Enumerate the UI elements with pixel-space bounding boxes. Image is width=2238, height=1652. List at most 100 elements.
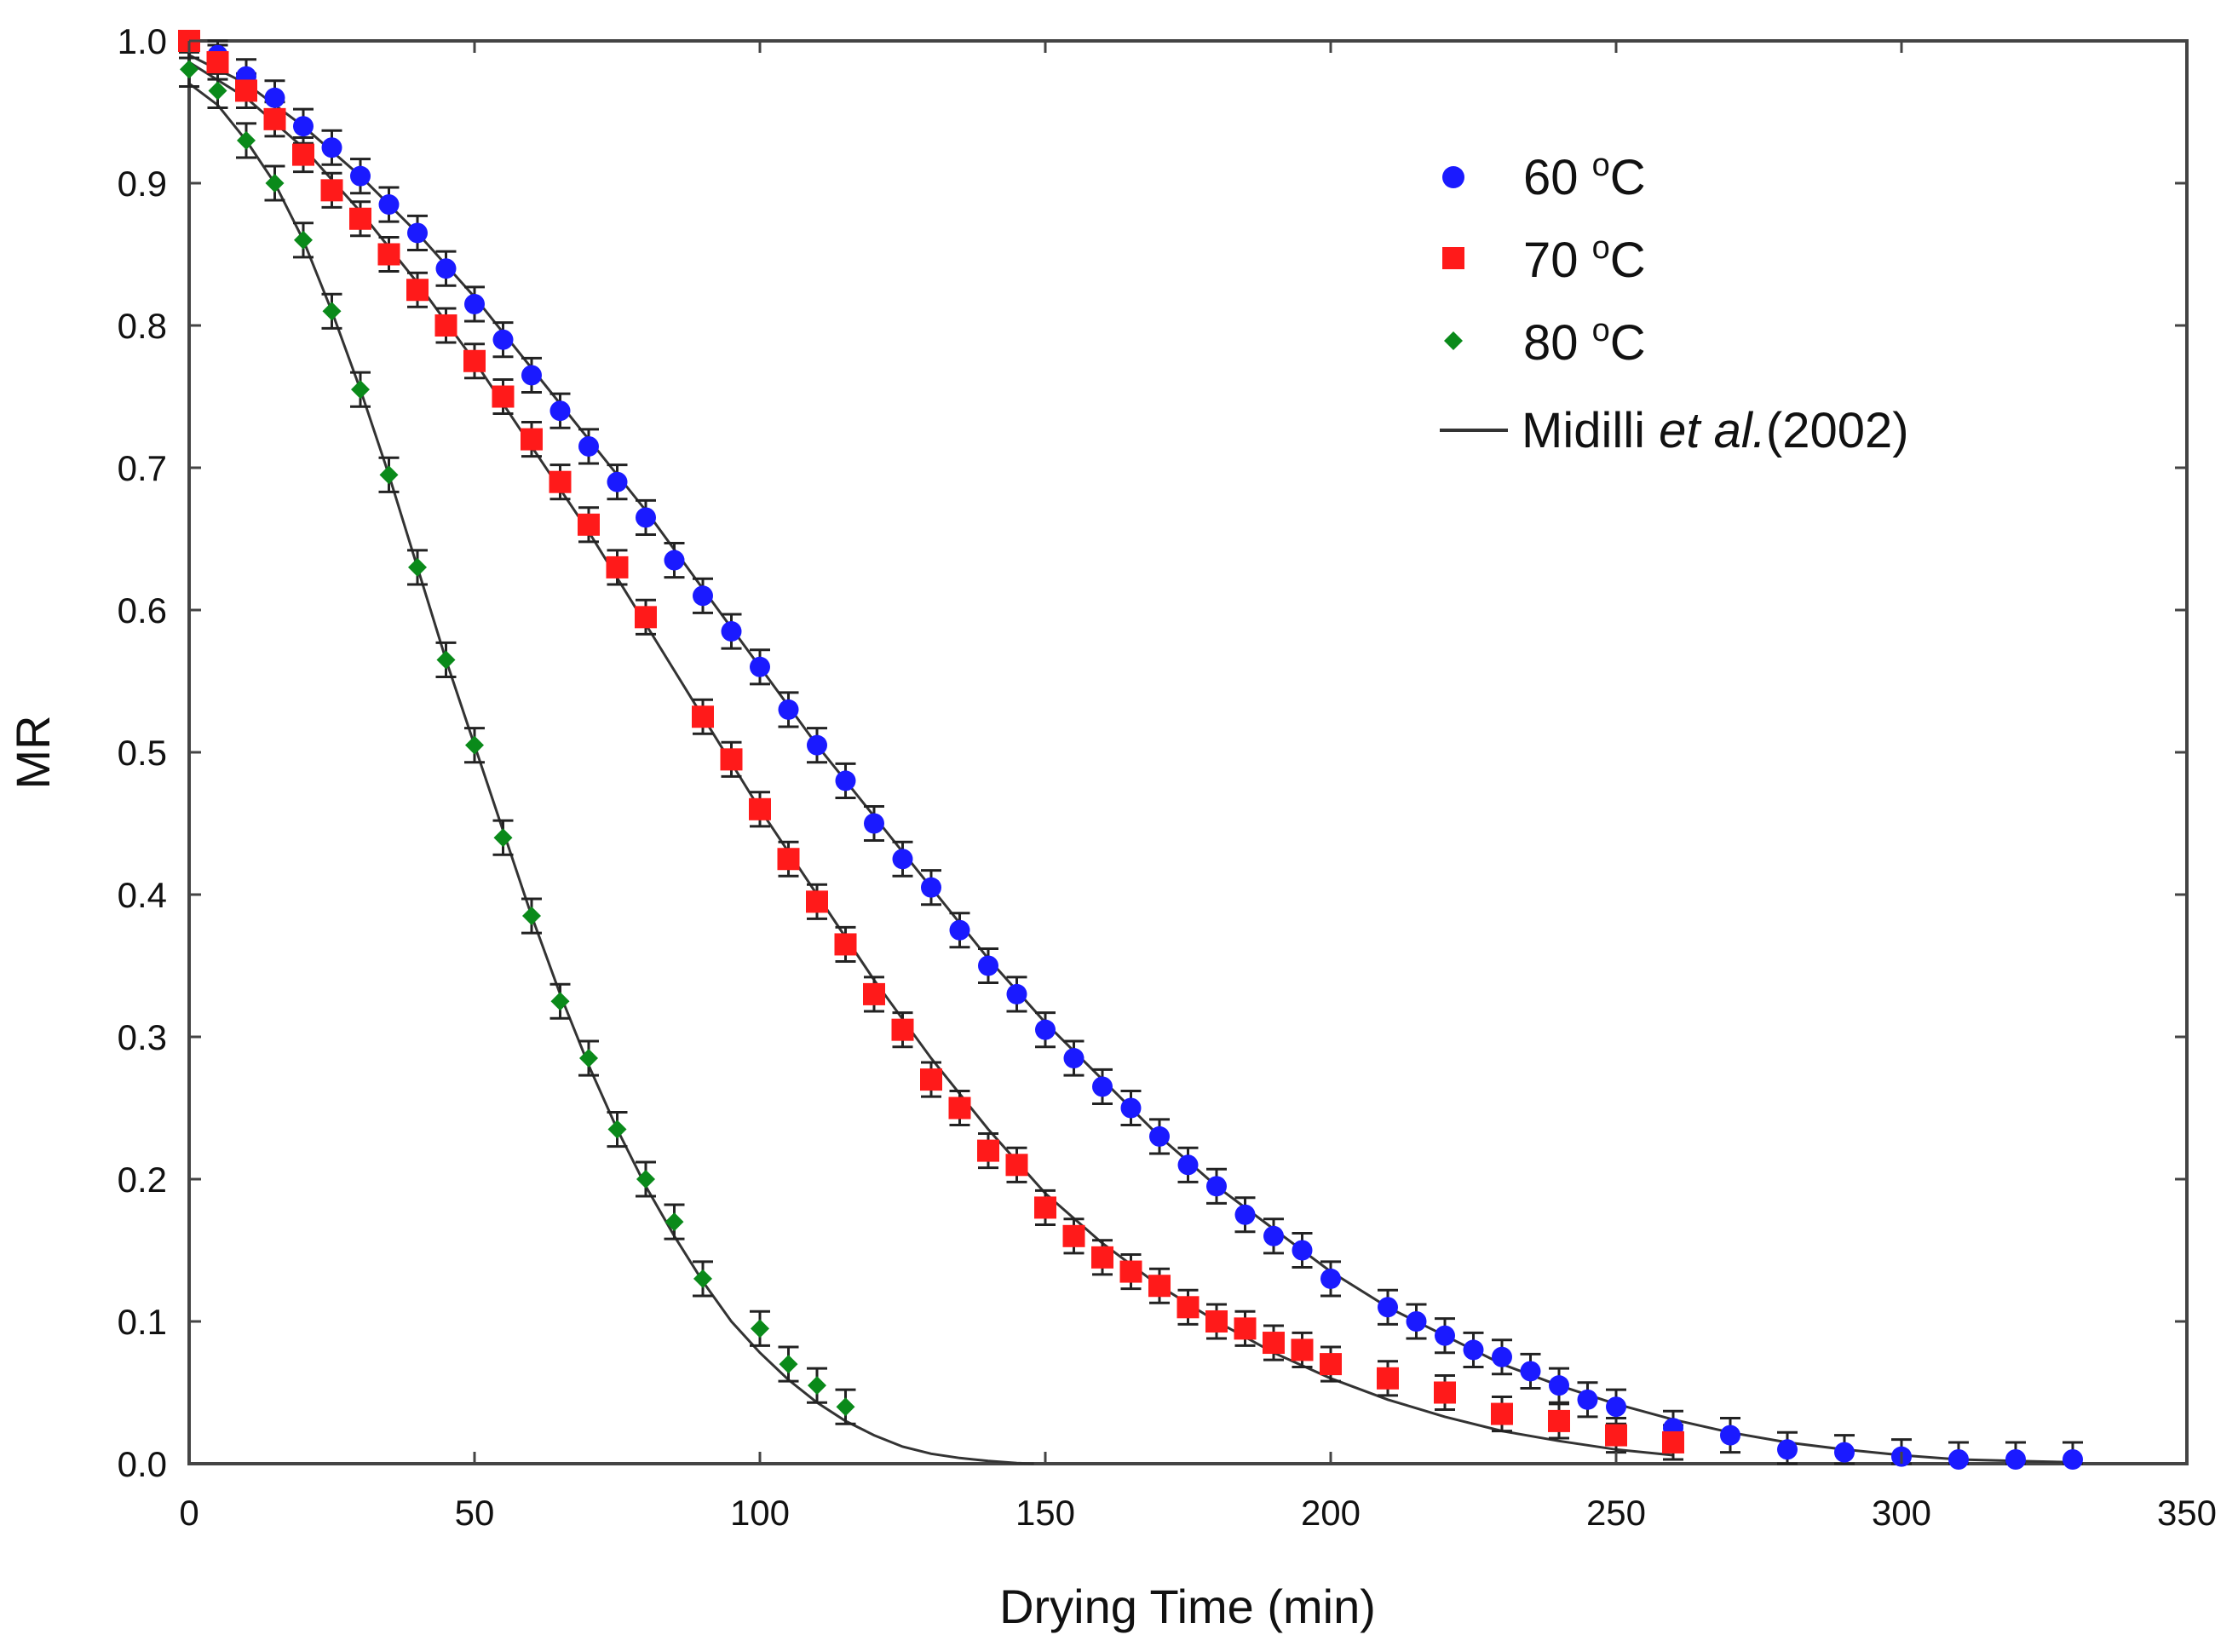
- y-tick-label: 1.0: [118, 21, 167, 61]
- data-point-series-2: [322, 302, 342, 321]
- data-point-series-2: [836, 1397, 855, 1417]
- y-tick-label: 0.4: [118, 875, 167, 915]
- data-point-series-0: [350, 165, 371, 187]
- legend-marker-80c: [1444, 331, 1463, 350]
- data-point-series-0: [464, 293, 485, 314]
- data-point-series-0: [435, 258, 457, 279]
- data-point-series-2: [607, 1120, 627, 1139]
- data-point-series-1: [549, 470, 572, 493]
- data-point-series-0: [549, 400, 571, 422]
- data-point-series-0: [636, 507, 656, 528]
- data-point-series-0: [492, 329, 514, 350]
- data-point-series-0: [978, 955, 998, 976]
- data-point-series-2: [379, 465, 399, 485]
- legend-label-60c: 60 oC: [1523, 147, 1646, 205]
- data-point-series-0: [1206, 1176, 1227, 1197]
- y-tick-label: 0.2: [118, 1160, 167, 1200]
- data-point-series-1: [320, 179, 343, 202]
- data-point-series-2: [808, 1376, 826, 1396]
- data-point-series-1: [692, 705, 714, 728]
- data-point-series-2: [436, 650, 456, 670]
- data-point-series-1: [1234, 1317, 1257, 1340]
- data-point-series-1: [521, 428, 543, 451]
- data-point-series-2: [664, 1212, 684, 1232]
- data-point-series-1: [1491, 1402, 1513, 1425]
- data-point-series-0: [1492, 1346, 1512, 1367]
- data-point-series-0: [2005, 1448, 2026, 1470]
- data-point-series-2: [265, 174, 285, 193]
- data-point-series-1: [434, 314, 457, 337]
- data-point-series-0: [1720, 1425, 1740, 1446]
- data-point-series-0: [1035, 1019, 1056, 1040]
- y-tick-label: 0.0: [118, 1444, 167, 1484]
- data-point-series-0: [1177, 1154, 1199, 1176]
- legend-60c-number: 60: [1523, 150, 1592, 205]
- x-tick-label: 100: [730, 1493, 790, 1533]
- data-point-series-1: [1263, 1332, 1285, 1355]
- data-point-series-0: [1435, 1325, 1455, 1346]
- data-point-series-2: [351, 380, 370, 400]
- data-point-series-0: [1463, 1339, 1484, 1361]
- legend-midilli-etal: et al.: [1659, 403, 1766, 458]
- data-point-series-1: [606, 555, 629, 578]
- data-point-series-2: [522, 907, 541, 926]
- data-point-series-0: [864, 813, 884, 834]
- data-point-series-0: [407, 222, 428, 244]
- data-point-series-0: [693, 585, 713, 607]
- data-point-series-1: [948, 1097, 971, 1120]
- data-point-series-1: [1205, 1310, 1228, 1333]
- data-point-series-0: [264, 87, 285, 108]
- x-tick-label: 200: [1301, 1493, 1361, 1533]
- data-point-series-2: [465, 735, 484, 755]
- data-point-series-2: [208, 81, 227, 101]
- y-tick-label: 0.6: [118, 590, 167, 630]
- x-axis-title: Drying Time (min): [999, 1580, 1376, 1633]
- x-tick-label: 250: [1586, 1493, 1646, 1533]
- data-point-series-0: [750, 656, 770, 677]
- data-point-series-1: [863, 982, 885, 1005]
- y-tick-label: 0.8: [118, 306, 167, 346]
- data-point-series-1: [1291, 1338, 1314, 1361]
- data-point-series-1: [1005, 1154, 1028, 1177]
- data-point-series-0: [1092, 1076, 1113, 1097]
- x-tick-label: 150: [1015, 1493, 1075, 1533]
- data-point-series-1: [492, 385, 515, 408]
- data-point-series-0: [778, 699, 799, 720]
- x-tick-label: 50: [455, 1493, 495, 1533]
- data-point-series-0: [1320, 1268, 1341, 1289]
- data-point-series-1: [235, 79, 257, 102]
- data-point-series-1: [1377, 1367, 1399, 1390]
- data-point-series-2: [180, 60, 198, 79]
- legend-entry-70c: 70 oC: [1442, 230, 1646, 288]
- data-point-series-1: [834, 933, 857, 956]
- legend: 60 oC 70 oC 80 oC Midilli et al.(2002): [1440, 147, 1909, 458]
- y-tick-label: 0.1: [118, 1302, 167, 1342]
- data-point-series-2: [408, 557, 427, 577]
- legend-70c-number: 70: [1523, 233, 1592, 288]
- data-point-series-0: [949, 919, 970, 941]
- plot-area: [178, 30, 2189, 1470]
- data-point-series-0: [1777, 1439, 1798, 1460]
- data-point-series-0: [807, 734, 827, 756]
- legend-80c-degree: o: [1592, 313, 1610, 348]
- data-point-series-0: [1606, 1396, 1626, 1418]
- data-point-series-0: [607, 471, 628, 492]
- data-point-series-0: [1234, 1204, 1256, 1225]
- y-tick-label: 0.7: [118, 448, 167, 488]
- data-point-series-2: [636, 1170, 655, 1189]
- data-point-series-1: [920, 1068, 942, 1091]
- data-point-series-0: [1263, 1225, 1284, 1246]
- data-point-series-0: [664, 550, 685, 571]
- legend-midilli-year: (2002): [1766, 403, 1909, 458]
- legend-marker-60c: [1442, 166, 1464, 188]
- y-tick-label: 0.9: [118, 164, 167, 204]
- data-point-series-1: [263, 107, 286, 130]
- data-point-series-2: [493, 828, 513, 848]
- legend-80c-unit: C: [1610, 315, 1646, 371]
- data-point-series-2: [237, 130, 256, 150]
- legend-midilli-author: Midilli: [1522, 403, 1659, 458]
- legend-60c-degree: o: [1592, 147, 1610, 183]
- data-point-series-1: [1548, 1409, 1570, 1432]
- data-point-series-0: [892, 849, 913, 870]
